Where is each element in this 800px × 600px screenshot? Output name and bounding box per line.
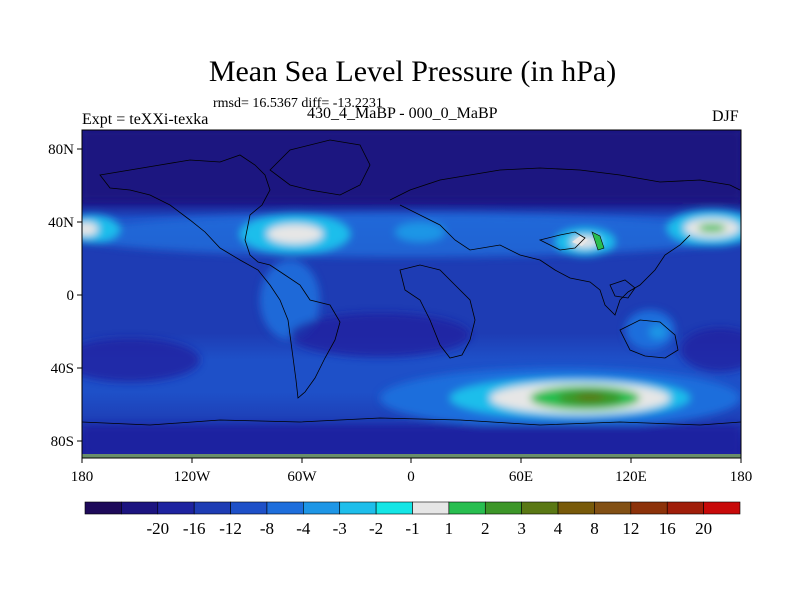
legend-swatch [157, 501, 195, 515]
lon-tick-label: 120E [615, 469, 647, 485]
legend-label: -3 [333, 519, 347, 538]
legend-swatch [557, 501, 595, 515]
legend-label: 12 [622, 519, 639, 538]
legend-label: -8 [260, 519, 274, 538]
legend-label: -1 [405, 519, 419, 538]
lon-axis: 180 120W 60W 0 60E 120E 180 [71, 458, 753, 485]
lon-tick-label: 60W [287, 469, 317, 485]
legend-swatch [484, 501, 522, 515]
legend-swatch [339, 501, 377, 515]
legend-label: 3 [517, 519, 526, 538]
legend-label: -16 [183, 519, 206, 538]
pressure-field [82, 130, 741, 458]
legend-swatch [412, 501, 450, 515]
legend-label: 2 [481, 519, 490, 538]
legend-swatch [193, 501, 231, 515]
lat-axis: 80N 40N 0 40S 80S [48, 142, 82, 450]
legend-swatch [121, 501, 159, 515]
legend-swatch [703, 501, 741, 515]
legend-swatch [630, 501, 668, 515]
legend-swatch [521, 501, 559, 515]
legend-label: -4 [296, 519, 311, 538]
legend-label: -2 [369, 519, 383, 538]
color-legend: -20 -16 -12 -8 -4 -3 -2 -1 1 2 3 4 8 12 16 20 [84, 501, 741, 538]
lon-tick-label: 0 [407, 469, 415, 485]
lat-tick-label: 80S [51, 434, 74, 450]
legend-label: 4 [554, 519, 563, 538]
legend-swatch [594, 501, 632, 515]
lon-tick-label: 60E [509, 469, 533, 485]
legend-label: -12 [219, 519, 242, 538]
coastlines [82, 139, 741, 426]
season-label: DJF [712, 108, 739, 125]
legend-label: 8 [590, 519, 599, 538]
legend-swatch [666, 501, 704, 515]
legend-swatch [375, 501, 413, 515]
legend-label: 20 [695, 519, 712, 538]
legend-label: 16 [659, 519, 676, 538]
experiment-label: Expt = teXXi-texka [82, 111, 209, 128]
lat-tick-label: 40S [51, 361, 74, 377]
legend-label: -20 [146, 519, 169, 538]
legend-swatch [230, 501, 268, 515]
legend-swatch [266, 501, 304, 515]
lat-tick-label: 0 [67, 288, 75, 304]
legend-swatch [448, 501, 486, 515]
lon-tick-label: 120W [174, 469, 212, 485]
chart-title: Mean Sea Level Pressure (in hPa) [208, 55, 617, 88]
lat-tick-label: 40N [48, 215, 74, 231]
difference-label: 430_4_MaBP - 000_0_MaBP [307, 105, 498, 122]
lon-tick-label: 180 [730, 469, 753, 485]
legend-label: 1 [445, 519, 454, 538]
legend-swatch [84, 501, 122, 515]
lat-tick-label: 80N [48, 142, 74, 158]
lon-tick-label: 180 [71, 469, 94, 485]
stats-line: rmsd= 16.5367 diff= -13.2231 [213, 96, 383, 111]
legend-swatch [303, 501, 341, 515]
